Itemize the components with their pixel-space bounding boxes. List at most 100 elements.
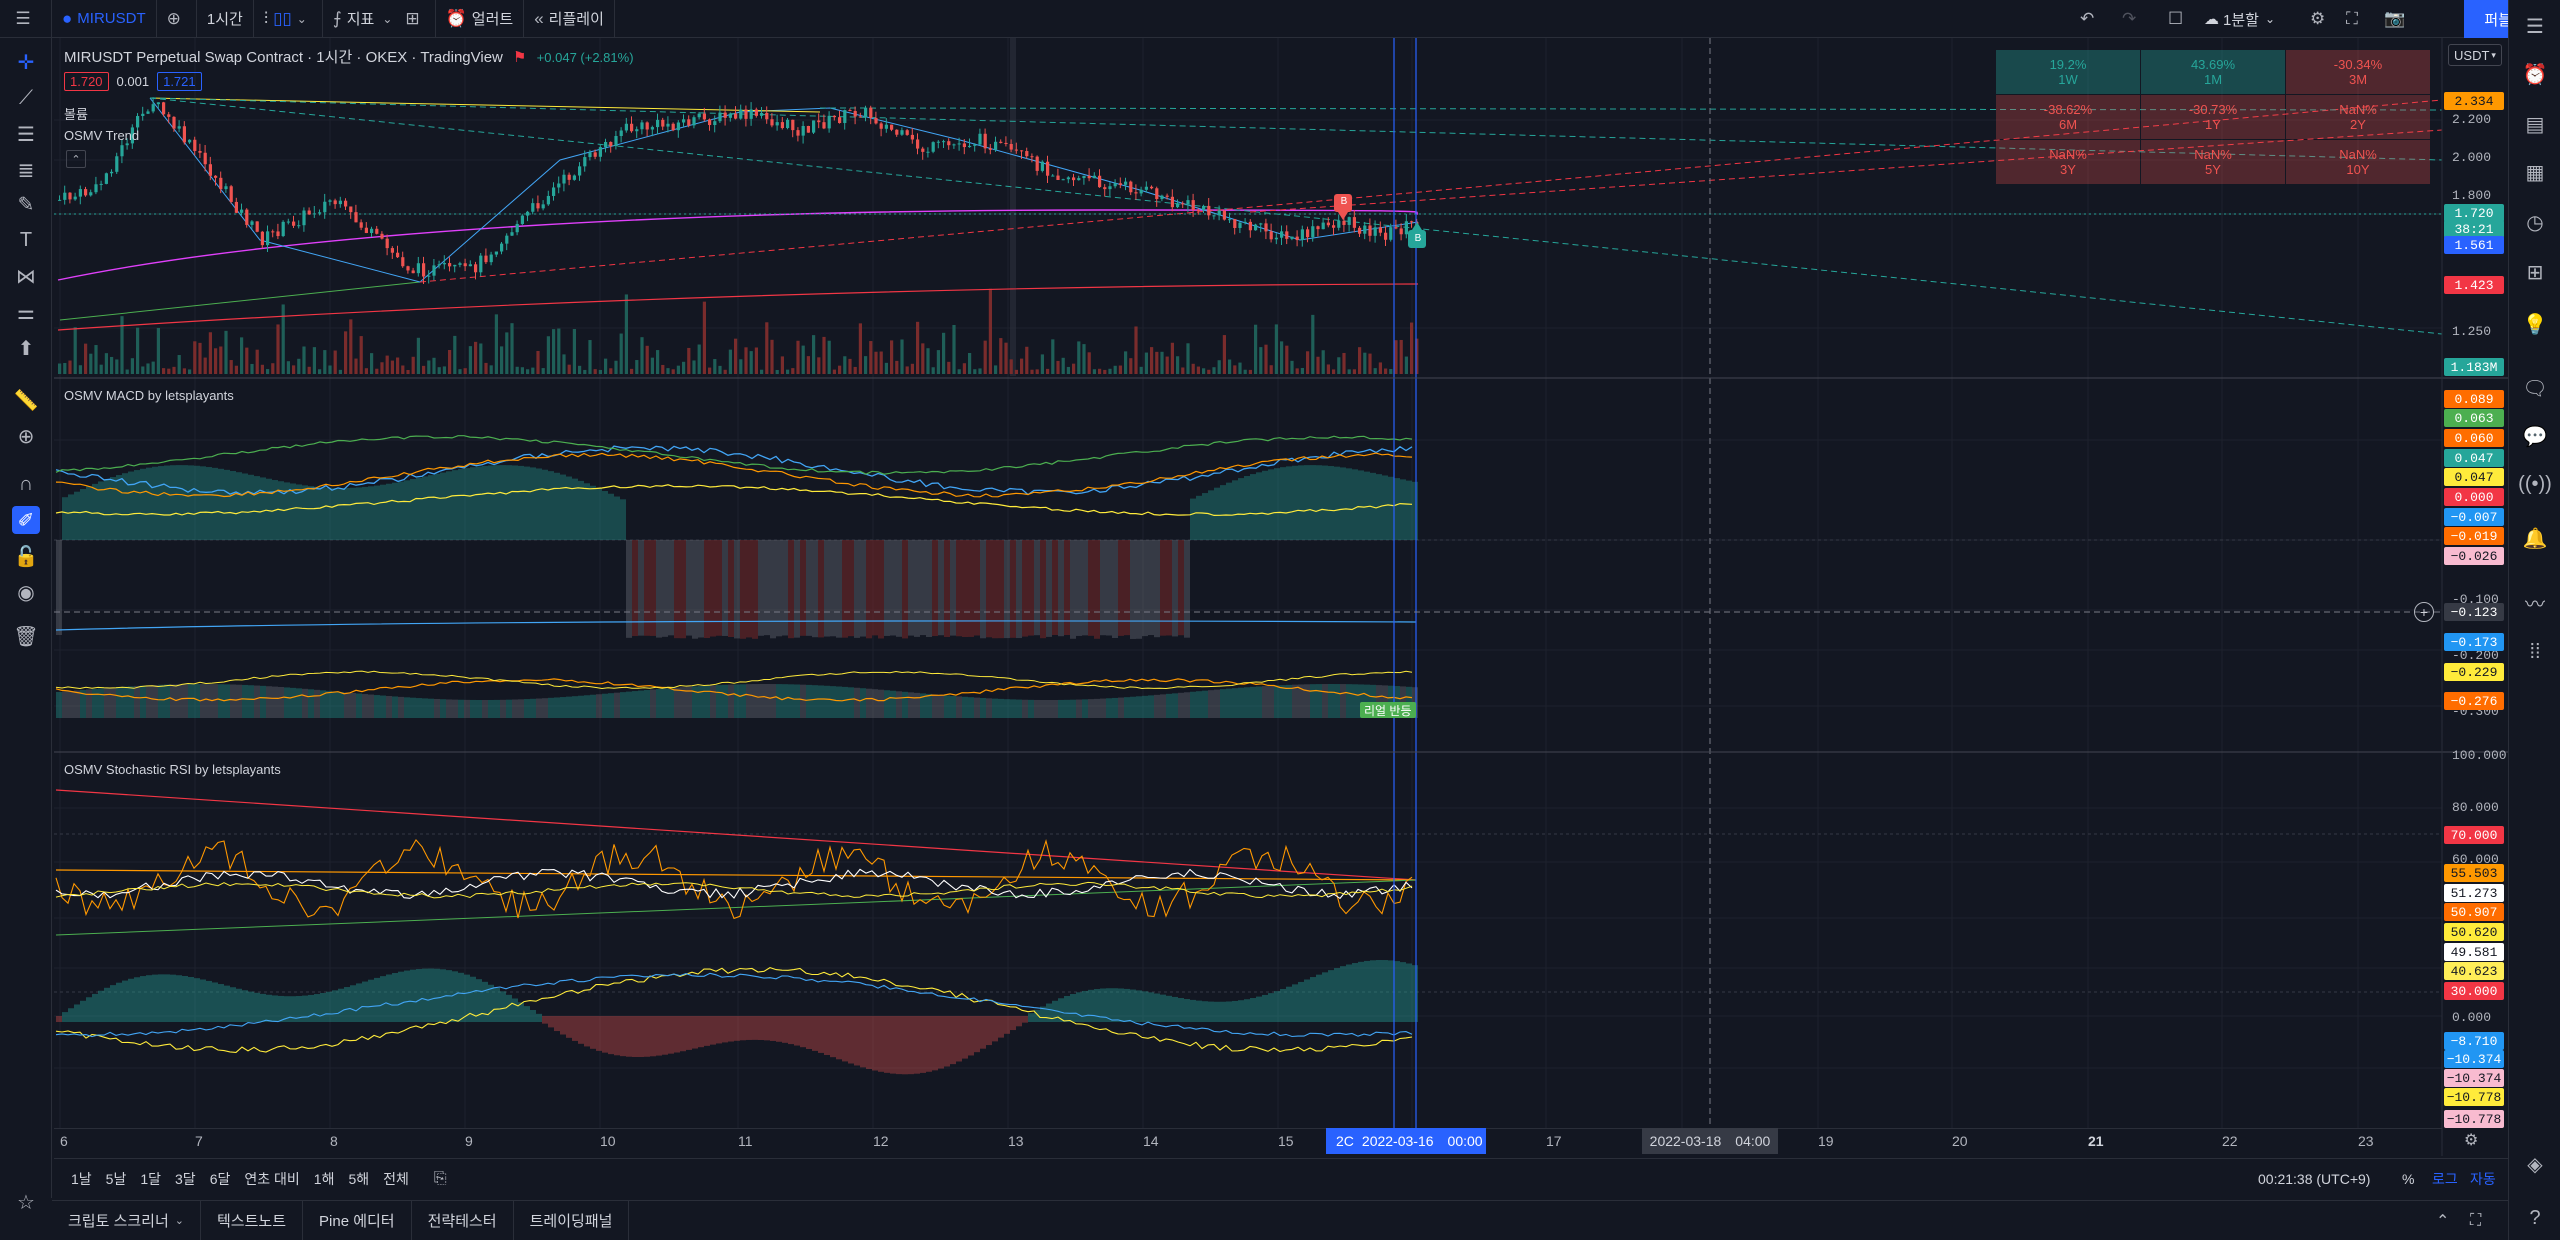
percent-toggle[interactable]: % bbox=[2402, 1170, 2415, 1187]
chart-type-button[interactable]: ⫶ ▯▯ ⌄ bbox=[254, 0, 323, 38]
range-button[interactable]: 1해 bbox=[313, 1170, 335, 1187]
compare-button[interactable]: ⊕ bbox=[157, 0, 197, 38]
text-tool[interactable]: T bbox=[12, 226, 40, 254]
rsi-histogram bbox=[956, 1016, 962, 1062]
tab-strategy-tester[interactable]: 전략테스터 bbox=[412, 1200, 514, 1240]
tab-pine-editor[interactable]: Pine 에디터 bbox=[303, 1200, 412, 1240]
interval-button[interactable]: 1시간 bbox=[197, 0, 254, 38]
layers-button[interactable]: ◈ bbox=[2521, 1150, 2549, 1178]
macd-histogram bbox=[728, 540, 734, 638]
macd-histogram bbox=[194, 465, 200, 540]
range-button[interactable]: 3달 bbox=[175, 1170, 196, 1187]
settings-button[interactable]: ⚙ bbox=[2310, 0, 2325, 38]
range-button[interactable]: 전체 bbox=[383, 1170, 409, 1187]
stoch-rsi-plot bbox=[55, 789, 1418, 1075]
symbol-search-button[interactable]: ● MIRUSDT bbox=[52, 0, 157, 38]
layout-button[interactable]: ☁ 1분할 ⌄ bbox=[2204, 0, 2275, 38]
channel-tool[interactable]: ≣ bbox=[12, 156, 40, 184]
signal-histogram bbox=[1034, 699, 1040, 718]
price-label: 1.561 bbox=[2444, 236, 2504, 254]
maximize-panel-button[interactable]: ⛶ bbox=[2470, 1212, 2481, 1230]
volume-legend[interactable]: 볼륨 bbox=[64, 107, 88, 122]
messages-button[interactable]: 💬 bbox=[2521, 422, 2549, 450]
redo-button[interactable]: ↷ bbox=[2122, 0, 2136, 38]
watchlist-button[interactable]: ☰ bbox=[2521, 12, 2549, 40]
alert-button[interactable]: ⏰ 얼러트 bbox=[436, 0, 525, 38]
calendar-button[interactable]: ▦ bbox=[2521, 158, 2549, 186]
favorites-tool[interactable]: ☆ bbox=[12, 1188, 40, 1216]
undo-button[interactable]: ↶ bbox=[2080, 0, 2094, 38]
macd-histogram bbox=[224, 469, 230, 540]
brush-tool[interactable]: ✎ bbox=[12, 190, 40, 218]
collapse-legend-button[interactable]: ⌃ bbox=[66, 150, 86, 168]
range-button[interactable]: 연초 대비 bbox=[244, 1170, 300, 1187]
ideas-button[interactable]: 💡 bbox=[2521, 310, 2549, 338]
indicators-button[interactable]: ⨍ 지표 ⌄ ⊞ bbox=[323, 0, 436, 38]
candle-body bbox=[229, 186, 233, 202]
add-alert-button[interactable]: + bbox=[2414, 602, 2434, 622]
bid-price[interactable]: 1.720 bbox=[64, 72, 109, 91]
clock[interactable]: 00:21:38 (UTC+9) bbox=[2258, 1170, 2371, 1187]
range-button[interactable]: 5해 bbox=[348, 1170, 370, 1187]
auto-toggle[interactable]: 자동 bbox=[2470, 1170, 2496, 1187]
time-axis[interactable] bbox=[54, 1128, 2442, 1156]
hide-tool[interactable]: ◉ bbox=[12, 578, 40, 606]
indicator-icon: ⨍ bbox=[332, 8, 342, 28]
range-button[interactable]: 6달 bbox=[209, 1170, 231, 1187]
trend-legend[interactable]: OSMV Trend bbox=[64, 128, 140, 143]
tab-text-notes[interactable]: 텍스트노트 bbox=[201, 1200, 304, 1240]
icon-tool[interactable]: ⬆ bbox=[12, 334, 40, 362]
tab-crypto-screener[interactable]: 크립토 스크리너 ⌄ bbox=[52, 1200, 201, 1240]
log-toggle[interactable]: 로그 bbox=[2432, 1170, 2458, 1187]
remove-tool[interactable]: 🗑 bbox=[12, 622, 40, 650]
layout-single-button[interactable]: ☐ bbox=[2168, 0, 2183, 38]
volume-bar bbox=[1113, 365, 1117, 374]
zoom-tool[interactable]: ⊕ bbox=[12, 422, 40, 450]
replay-button[interactable]: « 리플레이 bbox=[524, 0, 615, 38]
flag-icon[interactable]: ⚑ bbox=[513, 49, 527, 66]
macd-slow-line bbox=[55, 484, 1413, 517]
screener-button[interactable]: ⊞ bbox=[2521, 258, 2549, 286]
range-button[interactable]: 1달 bbox=[140, 1170, 162, 1187]
rsi-legend[interactable]: OSMV Stochastic RSI by letsplayants bbox=[64, 762, 281, 777]
rsi-histogram bbox=[674, 1016, 680, 1053]
candle-body bbox=[687, 119, 691, 126]
trading-button[interactable]: 〰 bbox=[2521, 588, 2549, 616]
lock-tool[interactable]: 🔓 bbox=[12, 542, 40, 570]
more-button[interactable]: ⁞⁞ bbox=[2521, 638, 2549, 666]
macd-histogram bbox=[896, 540, 902, 637]
fib-tool[interactable]: ☰ bbox=[12, 120, 40, 148]
crosshair-tool[interactable]: ✛ bbox=[12, 48, 40, 76]
alerts-button[interactable]: ⏰ bbox=[2521, 60, 2549, 88]
macd-histogram bbox=[248, 474, 254, 540]
axis-settings-button[interactable]: ⚙ bbox=[2464, 1130, 2478, 1150]
chats-button[interactable]: 🗨 bbox=[2521, 374, 2549, 402]
volume-bar bbox=[968, 352, 972, 374]
macd-legend[interactable]: OSMV MACD by letsplayants bbox=[64, 388, 234, 403]
help-button[interactable]: ? bbox=[2521, 1204, 2549, 1232]
data-window-button[interactable]: ▤ bbox=[2521, 110, 2549, 138]
streams-button[interactable]: ((•)) bbox=[2518, 470, 2552, 498]
trendline-tool[interactable]: ⟋ bbox=[12, 84, 40, 112]
range-button[interactable]: 1날 bbox=[71, 1170, 92, 1187]
tab-trading-panel[interactable]: 트레이딩패널 bbox=[514, 1200, 630, 1240]
prediction-tool[interactable]: ⚌ bbox=[12, 298, 40, 326]
rsi-histogram bbox=[152, 974, 158, 1022]
pattern-tool[interactable]: ⋈ bbox=[12, 262, 40, 290]
ask-price[interactable]: 1.721 bbox=[157, 72, 202, 91]
currency-dropdown[interactable]: USDT ▾ bbox=[2448, 44, 2502, 66]
range-button[interactable]: 5날 bbox=[105, 1170, 127, 1187]
stay-drawing-tool[interactable]: ✐ bbox=[12, 506, 40, 534]
collapse-panel-button[interactable]: ⌃ bbox=[2436, 1211, 2449, 1231]
measure-tool[interactable]: 📏 bbox=[12, 386, 40, 414]
hotlist-button[interactable]: ◷ bbox=[2521, 208, 2549, 236]
goto-date-button[interactable]: ⎘ bbox=[434, 1170, 447, 1188]
menu-button[interactable]: ☰ bbox=[0, 0, 52, 38]
hover-time: 04:00 bbox=[1735, 1133, 1771, 1149]
notifications-button[interactable]: 🔔 bbox=[2521, 524, 2549, 552]
magnet-tool[interactable]: ∩ bbox=[12, 470, 40, 498]
candle-body bbox=[905, 130, 909, 135]
snapshot-button[interactable]: 📷 bbox=[2384, 0, 2405, 38]
fullscreen-button[interactable]: ⛶ bbox=[2346, 0, 2358, 38]
